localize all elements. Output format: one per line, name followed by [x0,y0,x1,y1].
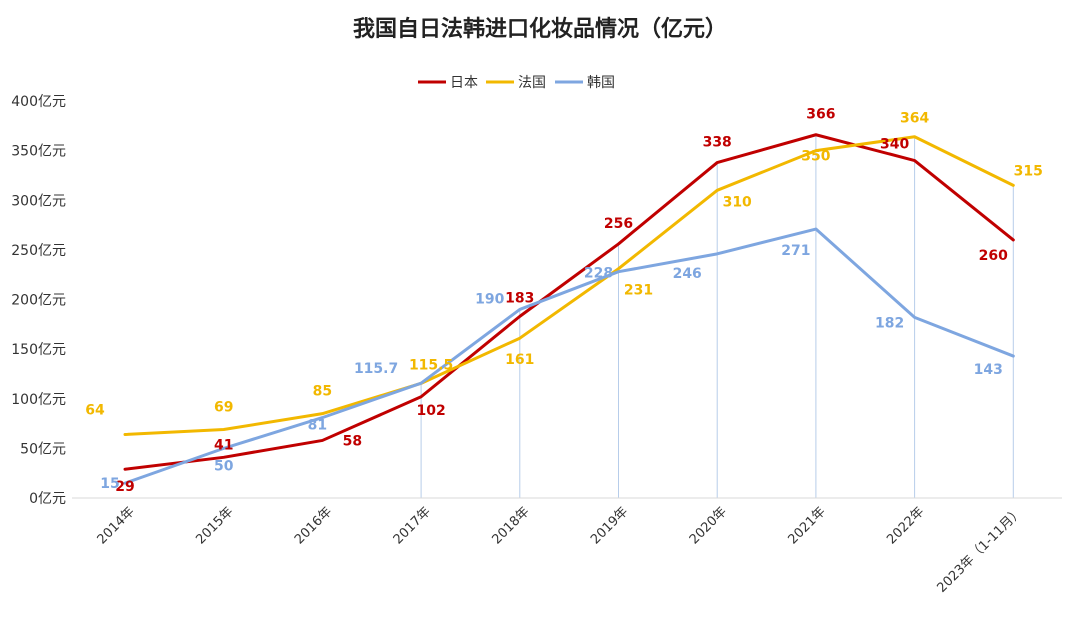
x-tick-label: 2014年 [95,504,138,547]
y-tick-label: 350亿元 [11,144,66,160]
data-label: 64 [85,402,105,418]
data-label: 366 [806,107,835,123]
chart-title: 我国自日法韩进口化妆品情况（亿元） [353,16,727,42]
data-label: 50 [214,458,234,474]
data-label: 338 [703,135,732,151]
x-tick-label: 2017年 [391,504,434,547]
x-tick-label: 2016年 [292,504,335,547]
data-label: 85 [313,384,332,400]
data-label: 102 [416,403,445,419]
data-label: 115.5 [409,357,453,373]
y-tick-label: 50亿元 [20,441,66,457]
x-tick-label: 2015年 [193,504,236,547]
y-tick-label: 100亿元 [11,392,66,408]
y-axis-ticks: 0亿元 50亿元 100亿元 150亿元 200亿元 250亿元 300亿元 350亿元 400… [11,94,66,507]
data-label: 350 [801,149,830,165]
data-label: 15 [100,476,119,492]
legend: 日本 法国 韩国 [418,75,615,91]
data-label: 246 [673,266,702,282]
data-label: 256 [604,216,633,232]
data-label: 310 [723,194,752,210]
data-label: 183 [505,290,534,306]
data-label: 364 [900,111,929,127]
y-tick-label: 400亿元 [11,94,66,110]
data-label: 315 [1014,163,1043,179]
data-labels: 29 41 58 102 183 256 338 366 340 260 64 69 85 115.5 16… [85,107,1043,495]
x-tick-label: 2023年（1-11月） [934,504,1026,596]
data-label: 69 [214,400,233,416]
y-tick-label: 250亿元 [11,243,66,259]
data-label: 231 [624,283,653,299]
series-line [123,133,1015,471]
data-label: 340 [880,137,909,153]
y-tick-label: 200亿元 [11,293,66,309]
x-tick-label: 2020年 [687,504,730,547]
data-label: 161 [505,352,534,368]
series-line [123,227,1015,485]
y-tick-label: 150亿元 [11,342,66,358]
x-tick-label: 2018年 [489,504,532,547]
legend-label: 法国 [518,75,546,91]
x-tick-label: 2021年 [786,504,829,547]
data-label: 228 [584,266,613,282]
data-label: 260 [979,248,1008,264]
legend-label: 日本 [450,75,478,91]
data-label: 190 [475,291,504,307]
x-tick-label: 2019年 [588,504,631,547]
series-lines [123,133,1015,485]
data-label: 143 [974,362,1003,378]
data-label: 81 [308,418,327,434]
x-tick-label: 2022年 [884,504,927,547]
data-label: 58 [343,433,362,449]
data-label: 182 [875,315,904,331]
y-tick-label: 0亿元 [29,491,66,507]
legend-label: 韩国 [587,75,615,91]
data-label: 271 [781,243,810,259]
data-label: 41 [214,437,233,453]
x-axis-ticks: 2014年 2015年 2016年 2017年 2018年 2019年 2020年 2021年… [95,504,1026,596]
data-label: 29 [115,479,134,495]
data-label: 115.7 [354,361,398,377]
series-line [123,135,1015,436]
y-tick-label: 300亿元 [11,193,66,209]
